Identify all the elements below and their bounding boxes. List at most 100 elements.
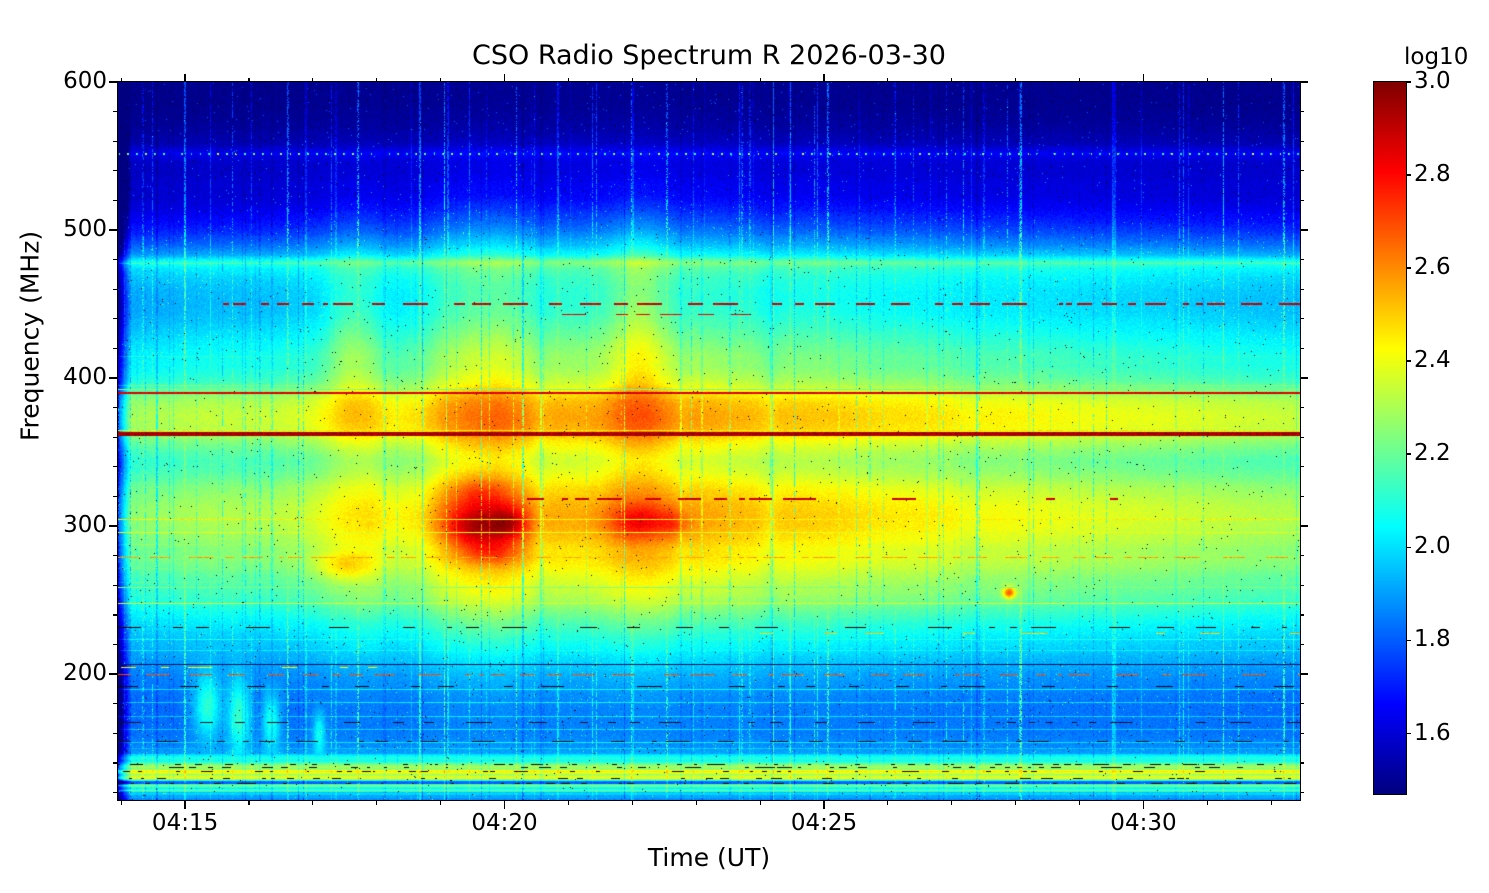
y-minor-tick-right [1300,791,1304,794]
y-minor-tick-right [1300,140,1304,142]
colorbar-tick-label: 1.6 [1414,719,1451,746]
y-minor-tick-right [1300,318,1304,320]
x-minor-tick [1015,800,1017,805]
colorbar-tick [1406,267,1411,269]
y-minor-tick [113,732,118,734]
y-tick [109,229,118,231]
colorbar-label: log10 [1404,44,1469,70]
y-minor-tick-right [1300,614,1304,616]
y-minor-tick-right [1300,436,1304,438]
y-minor-tick-right [1300,259,1304,261]
x-minor-tick-top [695,78,697,82]
colorbar-tick [1406,174,1411,176]
colorbar-tick-label: 2.2 [1414,440,1451,467]
x-minor-tick [695,800,697,805]
y-minor-tick [113,140,118,142]
colorbar-tick [1406,639,1411,642]
x-minor-tick-top [120,78,122,82]
x-minor-tick-top [312,78,314,82]
x-minor-tick-top [248,78,250,82]
x-minor-tick-top [1078,78,1081,82]
y-tick-right [1300,377,1308,379]
y-minor-tick [113,643,118,646]
y-minor-tick [113,170,118,172]
x-minor-tick-top [440,78,442,82]
spectrogram-canvas [118,82,1300,800]
y-minor-tick [113,703,118,705]
y-tick-right [1300,81,1308,83]
colorbar-tick [1406,453,1411,456]
x-minor-tick-top [1206,78,1208,82]
y-tick [109,525,118,527]
y-minor-tick-right [1300,466,1304,468]
y-minor-tick-right [1300,199,1304,202]
x-axis-label: Time (UT) [647,843,771,872]
plot-area [117,81,1301,801]
x-tick [184,800,186,809]
y-tick-label: 300 [63,512,107,539]
x-minor-tick [1206,800,1208,805]
y-tick-right [1300,229,1308,231]
y-minor-tick-right [1300,407,1304,409]
y-tick-right [1300,525,1308,527]
colorbar-tick [1406,546,1411,549]
x-tick-top [503,74,506,82]
y-minor-tick [113,111,118,113]
y-tick [109,673,118,675]
x-minor-tick-top [567,78,570,82]
y-minor-tick-right [1300,170,1304,172]
x-minor-tick [567,800,570,805]
x-minor-tick-top [376,78,378,82]
y-minor-tick [113,436,118,438]
y-tick-right [1300,673,1308,675]
colorbar [1373,81,1407,795]
y-minor-tick-right [1300,703,1304,705]
x-minor-tick-top [887,78,889,82]
y-minor-tick-right [1300,584,1304,586]
colorbar-tick-label: 1.8 [1414,626,1451,653]
x-tick-top [184,74,186,82]
y-minor-tick-right [1300,555,1304,557]
x-tick [1142,800,1145,809]
y-minor-tick [113,288,118,290]
x-minor-tick [440,800,442,805]
y-minor-tick [113,555,118,557]
y-minor-tick [113,318,118,320]
x-minor-tick-top [631,78,633,82]
x-tick-label: 04:25 [790,810,858,836]
y-minor-tick-right [1300,111,1304,113]
y-tick-label: 600 [63,68,107,94]
x-tick-top [1142,74,1145,82]
x-minor-tick [1078,800,1081,805]
x-minor-tick [759,800,761,805]
x-tick-top [823,74,825,82]
y-minor-tick [113,614,118,616]
x-minor-tick-top [1015,78,1017,82]
y-minor-tick-right [1300,347,1304,350]
colorbar-tick [1406,732,1411,735]
y-minor-tick-right [1300,732,1304,734]
x-minor-tick [248,800,250,805]
colorbar-tick-label: 2.8 [1414,161,1451,188]
y-minor-tick [113,762,118,764]
colorbar-tick [1406,81,1411,83]
y-tick-label: 500 [63,216,107,243]
x-tick [503,800,506,809]
y-minor-tick [113,584,118,586]
y-minor-tick-right [1300,762,1304,764]
x-minor-tick [120,800,122,805]
y-tick-label: 400 [63,364,107,391]
x-minor-tick [631,800,633,805]
x-minor-tick [312,800,314,805]
colorbar-canvas [1374,82,1406,794]
x-minor-tick-top [951,78,953,82]
chart-title: CSO Radio Spectrum R 2026-03-30 [472,40,946,71]
x-tick-label: 04:15 [151,810,219,836]
y-tick [109,377,118,379]
colorbar-tick-label: 2.6 [1414,254,1451,281]
y-minor-tick-right [1300,643,1304,646]
x-tick-label: 04:30 [1110,810,1177,836]
x-minor-tick-top [759,78,761,82]
x-minor-tick [376,800,378,805]
